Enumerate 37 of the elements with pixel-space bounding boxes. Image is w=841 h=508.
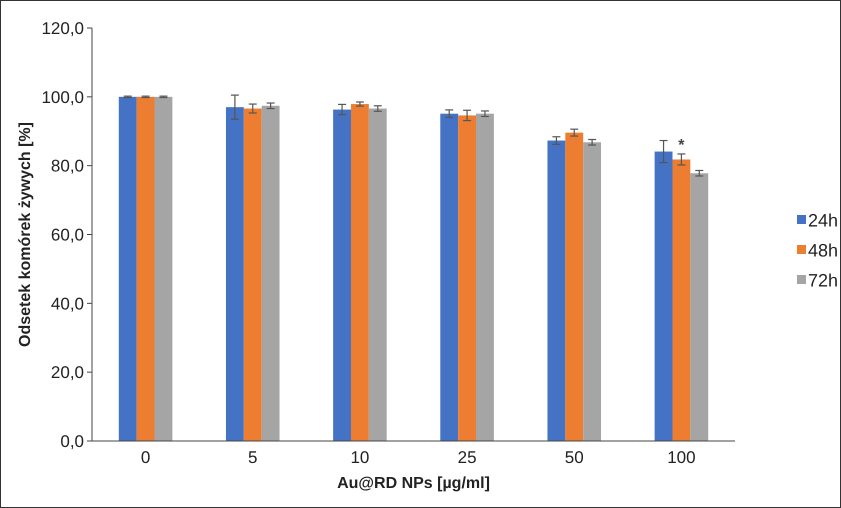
y-tick-label: 0,0 [60, 432, 84, 451]
x-tick-label: 10 [350, 448, 370, 467]
bar [244, 108, 262, 441]
bar [262, 106, 280, 441]
y-tick-label: 20,0 [50, 363, 84, 382]
annotation: * [678, 137, 686, 154]
bar [368, 108, 387, 441]
legend-label: 24h [808, 210, 838, 230]
legend-label: 48h [808, 240, 838, 260]
bar [154, 96, 172, 441]
y-tick-label: 40,0 [50, 294, 84, 314]
bar [458, 115, 476, 441]
legend-label: 72h [808, 270, 838, 290]
bar [672, 159, 690, 441]
y-tick-label: 80,0 [50, 156, 84, 176]
bar [350, 104, 369, 441]
x-tick-label: 5 [248, 448, 258, 467]
x-tick-label: 25 [458, 448, 477, 467]
bar [547, 140, 566, 441]
bar [440, 114, 458, 441]
bar [333, 110, 351, 441]
bar [690, 173, 708, 441]
bar [654, 152, 672, 441]
bar [136, 96, 155, 441]
bar [583, 142, 602, 441]
x-tick-label: 0 [140, 448, 150, 467]
y-axis-title: Odsetek komórek żywych [%] [17, 122, 34, 347]
bar [476, 114, 494, 441]
bar [118, 96, 137, 441]
x-tick-label: 100 [667, 448, 696, 467]
y-tick-label: 100,0 [41, 88, 84, 107]
bar [226, 107, 244, 441]
y-tick-label: 120,0 [41, 18, 84, 38]
x-tick-label: 50 [564, 448, 584, 467]
bar [565, 132, 584, 441]
x-axis-title: Au@RD NPs [µg/ml] [337, 475, 490, 492]
y-tick-label: 60,0 [50, 225, 84, 244]
